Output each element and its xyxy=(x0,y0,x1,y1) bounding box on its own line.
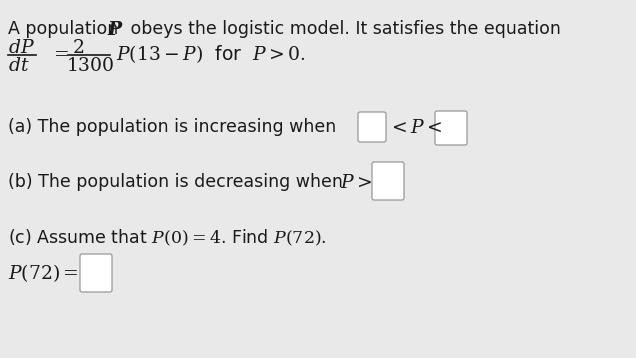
Text: (c) Assume that $P(0) = 4$. Find $P(72)$.: (c) Assume that $P(0) = 4$. Find $P(72)$… xyxy=(8,228,326,248)
Text: $P(72) =$: $P(72) =$ xyxy=(8,262,79,284)
Text: $\bfit{P}$: $\bfit{P}$ xyxy=(107,20,124,39)
Text: A population: A population xyxy=(8,20,124,38)
Text: $dt$: $dt$ xyxy=(8,56,29,75)
FancyBboxPatch shape xyxy=(372,162,404,200)
Text: obeys the logistic model. It satisfies the equation: obeys the logistic model. It satisfies t… xyxy=(125,20,561,38)
Text: (a) The population is increasing when: (a) The population is increasing when xyxy=(8,118,342,136)
Text: $2$: $2$ xyxy=(72,38,84,57)
FancyBboxPatch shape xyxy=(80,254,112,292)
Text: $1300$: $1300$ xyxy=(66,56,114,75)
FancyBboxPatch shape xyxy=(358,112,386,142)
FancyBboxPatch shape xyxy=(435,111,467,145)
Text: (b) The population is decreasing when: (b) The population is decreasing when xyxy=(8,173,349,191)
Text: $=$: $=$ xyxy=(50,43,69,62)
Text: $dP$: $dP$ xyxy=(8,38,35,57)
Text: $< P <$: $< P <$ xyxy=(388,118,443,137)
Text: $P(13 - P)$  for  $P > 0.$: $P(13 - P)$ for $P > 0.$ xyxy=(116,43,306,65)
Text: $P >$: $P >$ xyxy=(340,173,372,192)
